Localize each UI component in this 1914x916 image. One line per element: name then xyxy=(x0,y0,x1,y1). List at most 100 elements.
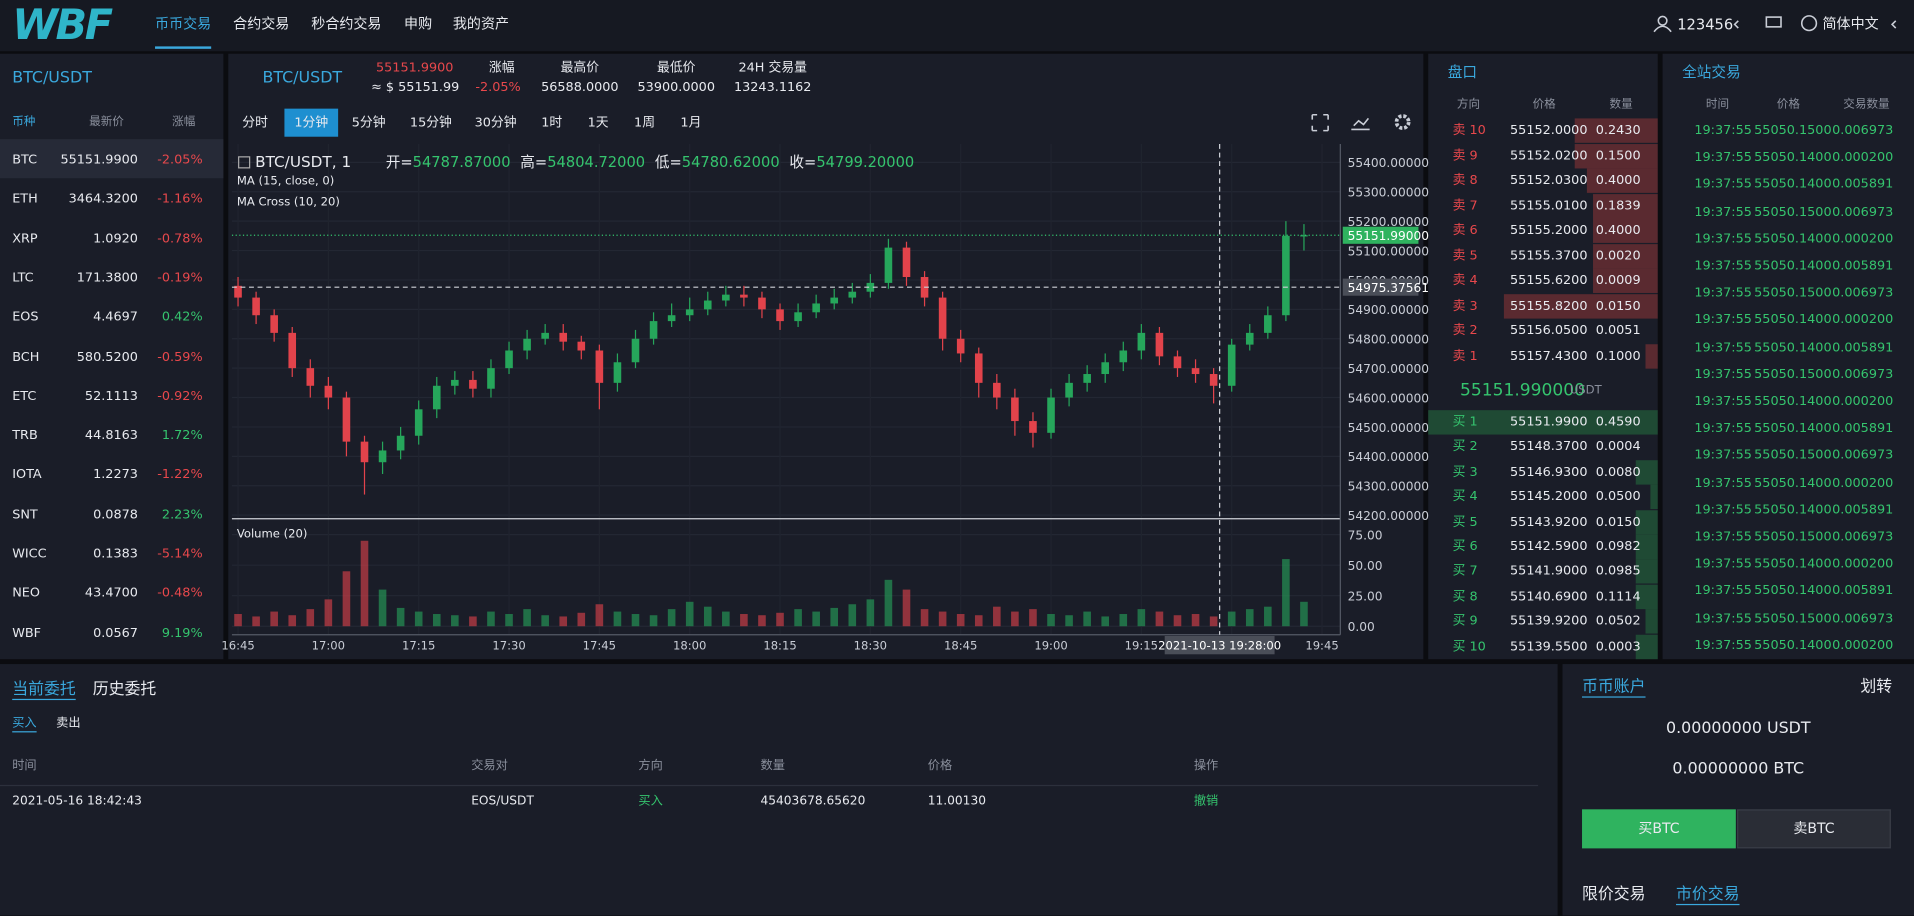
market-symbol[interactable]: WBF xyxy=(12,625,42,641)
sell-button[interactable] xyxy=(1737,809,1891,849)
y-tick-label: 55100.00000 xyxy=(1348,244,1429,258)
volume-bar xyxy=(523,609,531,627)
candle-body xyxy=(703,300,712,310)
bid-amount: 0.0004 xyxy=(1595,439,1641,455)
market-symbol[interactable]: BCH xyxy=(12,349,40,365)
nav-link[interactable]: 我的资产 xyxy=(452,14,510,33)
interval-button[interactable]: 1分钟 xyxy=(294,115,329,131)
market-symbol[interactable]: LTC xyxy=(12,270,34,286)
market-change: -5.14% xyxy=(157,546,203,562)
mode-tab[interactable]: 市价交易 xyxy=(1676,885,1740,904)
volume-bar xyxy=(685,601,694,627)
volume-bar xyxy=(703,606,712,627)
market-symbol[interactable]: NEO xyxy=(12,585,40,601)
orders-tab[interactable]: 历史委托 xyxy=(92,680,157,699)
market-symbol[interactable]: BTC xyxy=(12,152,38,167)
bid-price: 55142.5900 xyxy=(1510,539,1588,554)
market-symbol[interactable]: ETH xyxy=(12,191,38,207)
market-symbol[interactable]: EOS xyxy=(12,309,39,325)
candle-body xyxy=(378,450,387,463)
ask-price: 55155.0100 xyxy=(1510,198,1588,213)
active-interval xyxy=(284,108,339,137)
market-symbol[interactable]: TRB xyxy=(12,428,38,443)
trade-amount: 0.006973 xyxy=(1832,610,1894,626)
nav-link[interactable]: 秒合约交易 xyxy=(311,14,382,33)
interval-button[interactable]: 1时 xyxy=(541,115,563,131)
x-tick-label: 16:45 xyxy=(221,638,254,652)
market-symbol[interactable]: XRP xyxy=(12,231,38,246)
market-symbol[interactable]: ETC xyxy=(12,388,37,404)
order-cell: EOS/USDT xyxy=(471,794,534,809)
interval-button[interactable]: 分时 xyxy=(242,115,268,131)
nav-link[interactable]: 合约交易 xyxy=(233,14,290,33)
candle-body xyxy=(1227,344,1236,386)
candle-body xyxy=(866,282,875,292)
interval-button[interactable]: 5分钟 xyxy=(351,115,386,131)
mode-tab[interactable]: 限价交易 xyxy=(1582,885,1646,904)
collapse-box[interactable] xyxy=(238,156,251,169)
interval-button[interactable]: 15分钟 xyxy=(409,115,452,131)
account-title[interactable]: 币币账户 xyxy=(1582,678,1646,697)
market-symbol[interactable]: SNT xyxy=(12,507,38,522)
ask-label: 卖 5 xyxy=(1452,248,1478,263)
market-change: 9.19% xyxy=(161,625,203,641)
order-cell[interactable]: 撤销 xyxy=(1193,794,1219,809)
volume-bar xyxy=(740,614,748,627)
volume-bar xyxy=(469,616,477,627)
ohlc-value: 54799.20000 xyxy=(816,153,915,171)
x-tick-label: 17:30 xyxy=(492,638,525,652)
market-symbol[interactable]: IOTA xyxy=(12,467,42,483)
trades-header: 交易数量 xyxy=(1843,97,1890,112)
interval-button[interactable]: 1周 xyxy=(634,115,656,131)
buy-button[interactable] xyxy=(1582,809,1736,849)
volume-bar xyxy=(559,616,568,627)
interval-button[interactable]: 1月 xyxy=(680,115,702,131)
bid-depth-bar xyxy=(1635,509,1658,535)
volume-bar xyxy=(866,599,875,627)
side-tab[interactable]: 卖出 xyxy=(56,716,81,730)
trade-price: 55050.1500 xyxy=(1754,610,1832,626)
candle-body xyxy=(1245,332,1254,345)
orders-tab[interactable]: 当前委托 xyxy=(12,680,76,699)
interval-button[interactable]: 30分钟 xyxy=(474,115,517,131)
market-header: 涨幅 xyxy=(172,115,196,129)
user-name[interactable]: 123456 xyxy=(1677,15,1734,33)
ask-label: 卖 2 xyxy=(1452,323,1478,338)
ticker-pair: BTC/USDT xyxy=(262,68,343,88)
nav-link[interactable]: 申购 xyxy=(404,14,433,33)
volume-bar xyxy=(595,604,604,627)
stat-value: 13243.1162 xyxy=(733,80,812,95)
y-tick-label: 54900.00000 xyxy=(1348,303,1429,317)
trade-time: 19:37:55 xyxy=(1694,285,1752,301)
ticker-approx: ≈ $ 55151.99 xyxy=(371,80,460,95)
trade-price: 55050.1400 xyxy=(1754,502,1832,518)
bid-price: 55146.9300 xyxy=(1510,464,1588,480)
bid-depth-bar xyxy=(1635,459,1658,485)
interval-button[interactable]: 1天 xyxy=(587,115,609,131)
trade-time: 19:37:55 xyxy=(1694,583,1752,599)
logo[interactable]: WBF xyxy=(12,1,113,51)
crosshair-time-label: 2021-10-13 19:28:00 xyxy=(1158,638,1281,652)
candle-body xyxy=(1137,332,1146,351)
orders-header: 数量 xyxy=(760,759,785,773)
volume-tick-label: 50.00 xyxy=(1348,559,1383,573)
volume-bar xyxy=(378,589,387,627)
stat-value: 56588.0000 xyxy=(541,80,619,95)
ask-price: 55155.2000 xyxy=(1510,223,1588,238)
market-symbol[interactable]: WICC xyxy=(12,546,47,562)
language[interactable]: 简体中文 xyxy=(1822,14,1879,33)
trade-price: 55050.1500 xyxy=(1754,529,1832,545)
volume-bar xyxy=(414,611,423,627)
transfer-link[interactable]: 划转 xyxy=(1860,678,1893,697)
side-tab[interactable]: 买入 xyxy=(12,716,37,730)
buy-label: 买BTC xyxy=(1638,819,1680,837)
bid-price: 55140.6900 xyxy=(1510,589,1588,604)
ask-price: 55157.4300 xyxy=(1510,348,1588,363)
nav-link[interactable]: 币币交易 xyxy=(155,14,212,33)
volume-bar xyxy=(1245,609,1254,627)
last-price-label: 55151.99000 xyxy=(1348,229,1429,243)
stat-label: 24H 交易量 xyxy=(738,60,807,76)
volume-bar xyxy=(938,611,947,627)
candle-body xyxy=(270,315,278,333)
market-change: 2.23% xyxy=(161,507,203,522)
